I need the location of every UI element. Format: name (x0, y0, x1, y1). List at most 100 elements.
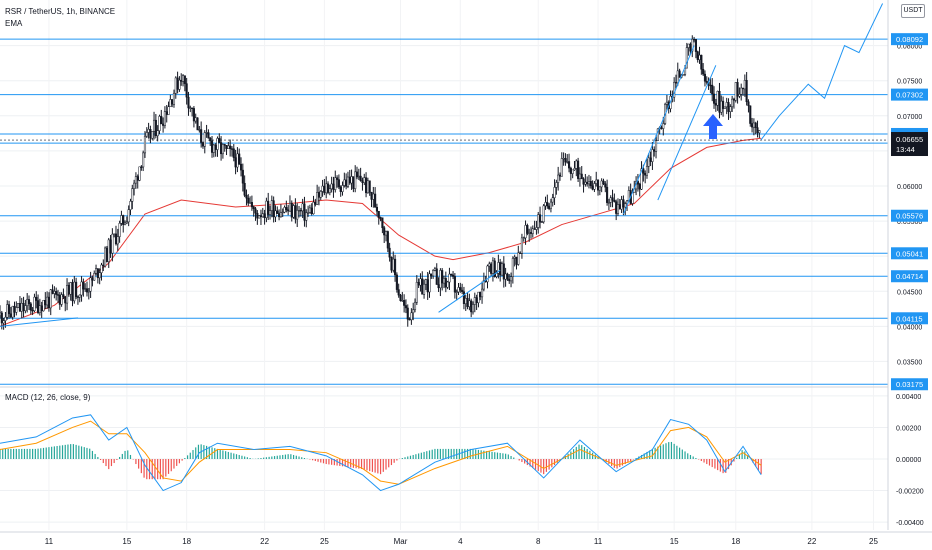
candle-body (13, 305, 16, 313)
candle-body (435, 268, 438, 285)
candle-body (270, 200, 273, 211)
candle-body (720, 100, 723, 113)
candle-body (0, 312, 3, 324)
candle-body (743, 80, 746, 90)
candle-body (259, 215, 263, 218)
level-price-badge (891, 247, 928, 260)
candle-body (71, 282, 74, 302)
candle-body (665, 101, 668, 105)
price-tick-label: 0.07000 (897, 114, 922, 121)
candle-body (317, 192, 321, 198)
candle-body (152, 119, 156, 132)
candle-body (42, 299, 45, 312)
candle-body (55, 291, 58, 295)
candle-body (138, 166, 141, 181)
candle-body (758, 130, 761, 134)
candle-body (723, 106, 726, 109)
candle-body (172, 92, 176, 105)
candle-body (297, 210, 301, 212)
candle-body (133, 182, 136, 189)
candle-body (29, 303, 32, 311)
candle-body (473, 297, 476, 305)
candle-body (595, 179, 598, 184)
candle-body (17, 303, 20, 308)
candle-body (636, 181, 639, 185)
candle-body (486, 265, 489, 283)
candle-body (225, 145, 228, 149)
candle-body (575, 160, 578, 169)
candle-body (136, 176, 139, 181)
candle-body (464, 298, 467, 304)
ema-layer (0, 137, 762, 327)
candle-body (589, 181, 592, 187)
candle-body (609, 197, 612, 203)
level-price-badge (891, 270, 928, 283)
candle-body (752, 122, 755, 128)
candle-body (562, 158, 565, 160)
last-price-badge (891, 132, 928, 157)
candle-body (622, 199, 625, 208)
currency-badge[interactable]: USDT (901, 4, 925, 18)
trendlines[interactable] (0, 3, 884, 327)
up-arrow-icon[interactable] (703, 114, 723, 139)
candle-body (611, 197, 614, 201)
candle-body (606, 186, 609, 203)
candle-body (651, 149, 654, 162)
candle-body (471, 304, 475, 313)
candle-body (731, 98, 734, 107)
time-tick-label: 15 (670, 537, 679, 546)
candle-body (544, 202, 547, 207)
candle-body (113, 233, 116, 235)
candle-body (223, 144, 226, 146)
candle-body (678, 70, 681, 78)
horizontal-levels[interactable] (0, 38, 888, 385)
candle-body (49, 289, 52, 309)
countdown-text: 13:44 (896, 145, 915, 154)
candle-body (227, 145, 230, 149)
candle-body (734, 82, 737, 101)
candle-body (267, 200, 270, 215)
candle-body (709, 84, 712, 87)
candle-body (673, 82, 676, 98)
candle-body (85, 288, 89, 293)
up-arrow-shape (703, 114, 723, 139)
candle-body (363, 177, 366, 183)
level-price-text: 0.07302 (896, 91, 923, 100)
candle-body (479, 291, 482, 298)
candle-body (555, 182, 558, 188)
candle-body (444, 278, 447, 288)
candle-body (515, 256, 518, 265)
macd-tick-label: -0.00200 (896, 489, 924, 496)
candle-body (446, 281, 449, 288)
candle-body (394, 258, 397, 276)
candle-body (654, 140, 658, 152)
time-tick-label: 22 (807, 537, 816, 546)
candle-body (118, 223, 121, 237)
candle-body (711, 84, 714, 95)
candle-body (9, 313, 12, 318)
candle-body (604, 183, 607, 188)
chart-title: RSR / TetherUS, 1h, BINANCE (5, 7, 116, 16)
candle-body (37, 300, 40, 313)
candle-body (196, 117, 199, 131)
candle-body (718, 91, 721, 113)
candle-body (537, 214, 540, 228)
candle-body (127, 209, 130, 223)
candle-body (80, 281, 83, 296)
candle-body (577, 160, 580, 179)
candle-body (450, 273, 453, 276)
candle-body (207, 132, 210, 139)
candle-body (689, 43, 692, 52)
candle-body (511, 258, 514, 277)
level-price-badge (891, 312, 928, 325)
candle-body (620, 199, 623, 210)
candle-body (607, 202, 610, 204)
candle-body (395, 274, 398, 290)
candle-body (268, 210, 272, 215)
candle-body (6, 304, 9, 318)
candle-body (145, 132, 148, 137)
candle-body (653, 149, 656, 152)
candle-body (375, 206, 378, 212)
candle-body (314, 202, 317, 205)
